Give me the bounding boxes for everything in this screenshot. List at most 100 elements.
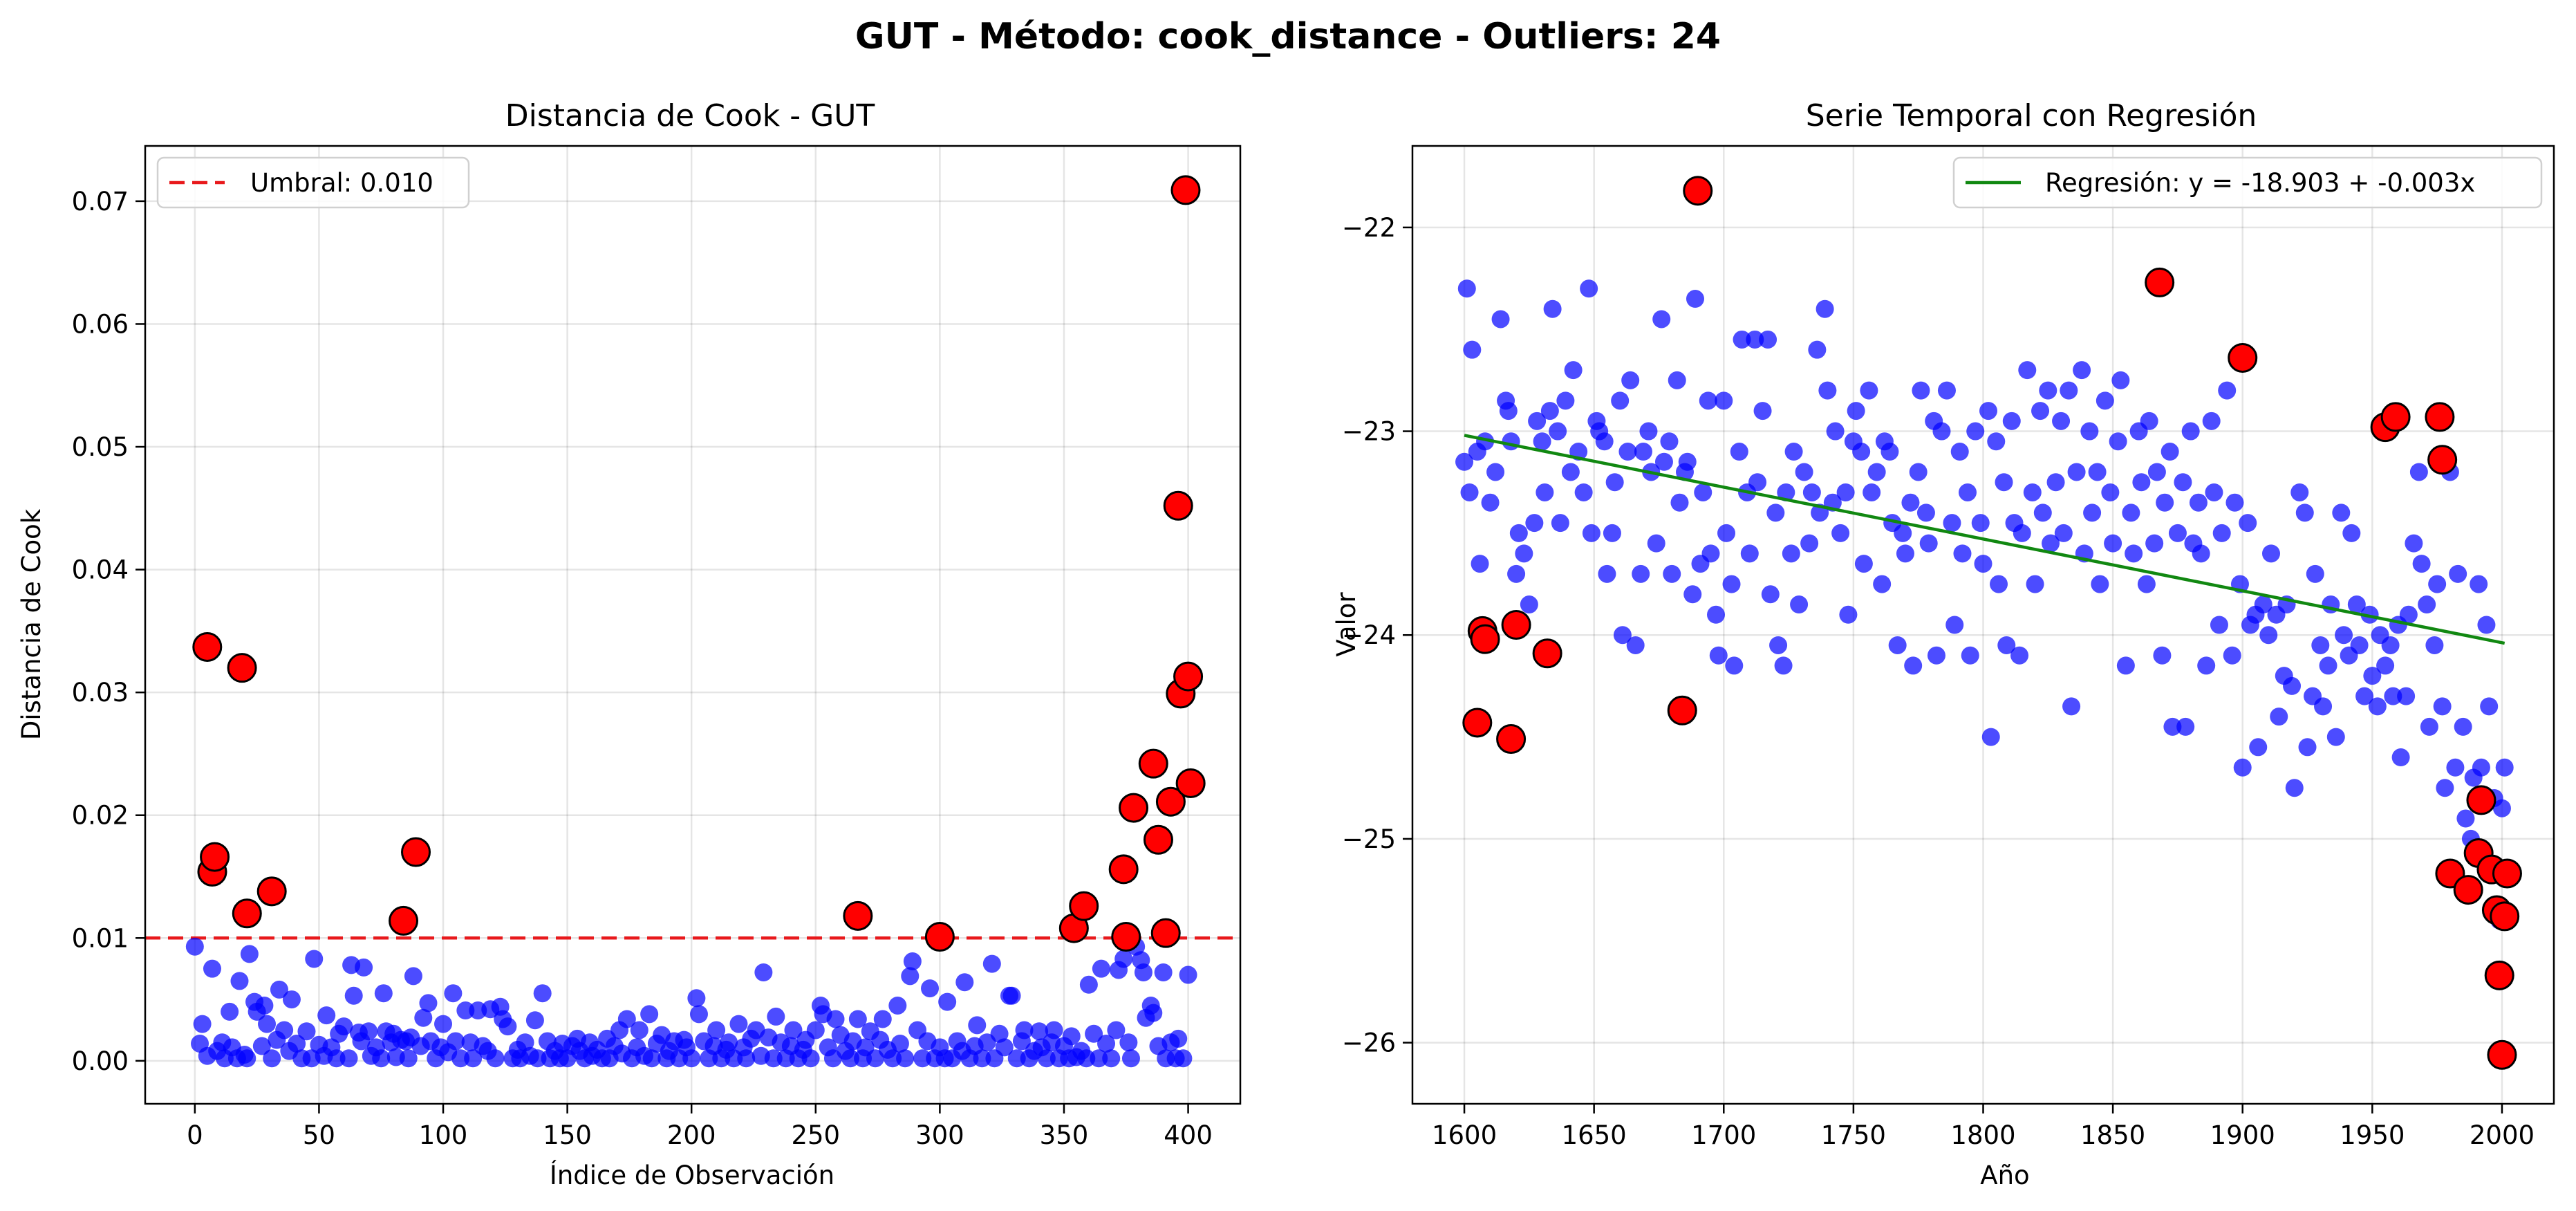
cook-x-tick-label: 350 <box>1040 1120 1089 1150</box>
cook-data-point <box>255 996 274 1015</box>
cook-data-point <box>1144 1004 1163 1022</box>
timeseries-data-point <box>2192 544 2210 563</box>
timeseries-data-point <box>2163 717 2182 736</box>
timeseries-data-point <box>2391 748 2410 767</box>
cook-data-point <box>344 986 363 1005</box>
cook-outlier-point <box>1173 661 1204 692</box>
cook-data-point <box>252 1037 271 1055</box>
cook-data-point <box>528 1049 547 1068</box>
cook-x-tick-label: 200 <box>667 1120 716 1150</box>
timeseries-data-point <box>1912 381 1930 400</box>
timeseries-data-point <box>1471 555 1489 573</box>
cook-data-point <box>238 1049 256 1068</box>
cook-outlier-point <box>1143 824 1173 855</box>
timeseries-data-point <box>1761 585 1780 604</box>
timeseries-data-point <box>1888 636 1907 654</box>
timeseries-data-point <box>1598 564 1616 583</box>
timeseries-x-tick-label: 1650 <box>1562 1120 1627 1150</box>
cook-data-point <box>642 1049 661 1068</box>
timeseries-data-point <box>1476 432 1495 451</box>
cook-x-tick-label: 150 <box>543 1120 592 1150</box>
timeseries-data-point <box>1867 463 1886 481</box>
cook-data-point <box>1062 1027 1081 1046</box>
cook-data-point <box>982 954 1001 973</box>
timeseries-data-point <box>2283 676 2302 695</box>
cook-outlier-point <box>1175 768 1206 799</box>
timeseries-data-point <box>2449 564 2467 583</box>
timeseries-data-point <box>2091 575 2109 593</box>
timeseries-data-point <box>2425 636 2444 654</box>
timeseries-data-point <box>1613 626 1632 645</box>
cook-outlier-point <box>232 898 262 929</box>
timeseries-data-point <box>1909 463 1928 481</box>
cook-data-point <box>525 1011 544 1030</box>
timeseries-data-point <box>2223 646 2241 665</box>
timeseries-data-point <box>2060 381 2078 400</box>
timeseries-data-point <box>1595 432 1614 451</box>
timeseries-data-point <box>1759 330 1777 349</box>
cook-data-point <box>1174 1049 1193 1068</box>
timeseries-data-point <box>2033 503 2052 522</box>
timeseries-data-point <box>1971 514 1990 533</box>
timeseries-data-point <box>2355 687 2374 705</box>
timeseries-data-point <box>1668 371 1686 389</box>
timeseries-data-point <box>2225 493 2244 512</box>
cook-data-point <box>263 1049 281 1068</box>
timeseries-data-point <box>1818 381 1837 400</box>
cook-data-point <box>288 1034 306 1053</box>
regression-line <box>1464 434 2505 645</box>
cook-data-point <box>955 973 974 992</box>
timeseries-data-point <box>2083 503 2102 522</box>
timeseries-data-point <box>1979 402 1998 420</box>
timeseries-data-point <box>1722 575 1741 593</box>
timeseries-data-point <box>2156 493 2174 512</box>
timeseries-data-point <box>1580 279 1598 298</box>
timeseries-data-point <box>1831 524 1850 542</box>
timeseries-data-point <box>1561 463 1580 481</box>
timeseries-data-point <box>2477 616 2496 634</box>
timeseries-data-point <box>1916 503 1935 522</box>
cook-data-point <box>848 1010 867 1028</box>
cook-outlier-points <box>192 175 1206 952</box>
timeseries-data-point <box>2137 575 2156 593</box>
cook-chart-title: Distancia de Cook - GUT <box>505 98 875 133</box>
timeseries-data-point <box>2002 412 2021 430</box>
timeseries-x-tick-label: 1900 <box>2210 1120 2275 1150</box>
timeseries-normal-points <box>1455 279 2514 930</box>
cook-data-point <box>1179 965 1197 984</box>
timeseries-chart-title: Serie Temporal con Regresión <box>1806 98 2257 133</box>
timeseries-outlier-point <box>1667 695 1697 725</box>
timeseries-data-point <box>2116 656 2135 675</box>
cook-y-tick-label: 0.02 <box>72 801 129 831</box>
timeseries-data-point <box>1880 443 1899 461</box>
cook-outlier-point <box>1108 854 1139 885</box>
timeseries-x-tick-label: 1950 <box>2340 1120 2405 1150</box>
timeseries-outlier-point <box>2466 785 2496 815</box>
timeseries-data-point <box>2249 738 2268 757</box>
timeseries-data-point <box>2067 463 2086 481</box>
timeseries-data-point <box>1582 524 1600 542</box>
cook-data-point <box>689 1005 708 1024</box>
timeseries-data-point <box>1753 402 1772 420</box>
timeseries-data-point <box>1652 310 1671 329</box>
cook-data-point <box>203 959 221 978</box>
timeseries-data-point <box>1904 656 1923 675</box>
timeseries-data-point <box>1808 340 1827 359</box>
timeseries-legend: Regresión: y = -18.903 + -0.003x <box>1952 156 2543 209</box>
cook-data-point <box>516 1033 534 1052</box>
timeseries-data-point <box>2239 514 2257 533</box>
timeseries-data-point <box>1618 443 1637 461</box>
timeseries-data-point <box>1748 473 1767 492</box>
cook-data-point <box>630 1021 648 1039</box>
timeseries-data-point <box>1551 514 1569 533</box>
timeseries-data-point <box>2042 534 2060 553</box>
timeseries-data-point <box>1725 656 1744 675</box>
cook-outlier-point <box>256 876 287 907</box>
timeseries-data-point <box>2132 473 2151 492</box>
cook-x-tick-label: 400 <box>1164 1120 1213 1150</box>
timeseries-data-point <box>1816 299 1834 318</box>
cook-data-point <box>533 984 552 1003</box>
timeseries-data-point <box>2384 687 2402 705</box>
cook-data-point <box>884 1049 902 1068</box>
